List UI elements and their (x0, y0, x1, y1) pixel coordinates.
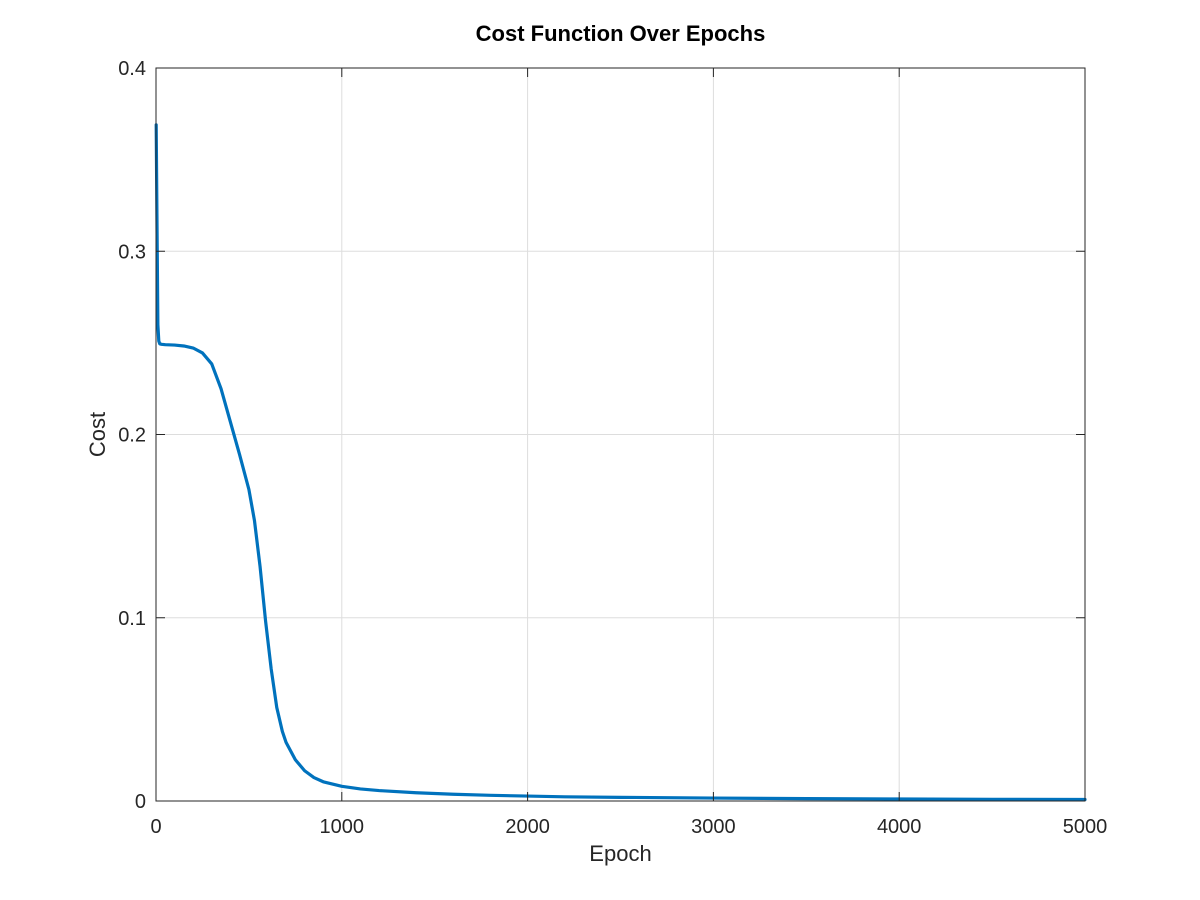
y-tick-labels: 0 0.1 0.2 0.3 0.4 (118, 58, 146, 813)
x-tick-label: 1000 (320, 816, 365, 838)
y-tick-label: 0.2 (118, 425, 146, 447)
x-tick-labels: 0 1000 2000 3000 4000 5000 (150, 816, 1107, 838)
y-axis-label: Cost (85, 412, 110, 457)
y-tick-label: 0.4 (118, 58, 146, 80)
chart-title: Cost Function Over Epochs (476, 21, 766, 46)
y-tick-label: 0.1 (118, 608, 146, 630)
y-tick-label: 0 (135, 791, 146, 813)
grid-lines (156, 68, 1085, 801)
x-tick-label: 2000 (505, 816, 550, 838)
cost-series-line (154, 123, 1087, 802)
x-tick-label: 4000 (877, 816, 922, 838)
x-tick-label: 5000 (1063, 816, 1108, 838)
x-axis-label: Epoch (589, 841, 651, 866)
x-tick-label: 0 (150, 816, 161, 838)
y-tick-label: 0.3 (118, 241, 146, 263)
axis-ticks (155, 67, 1086, 802)
x-tick-label: 3000 (691, 816, 736, 838)
